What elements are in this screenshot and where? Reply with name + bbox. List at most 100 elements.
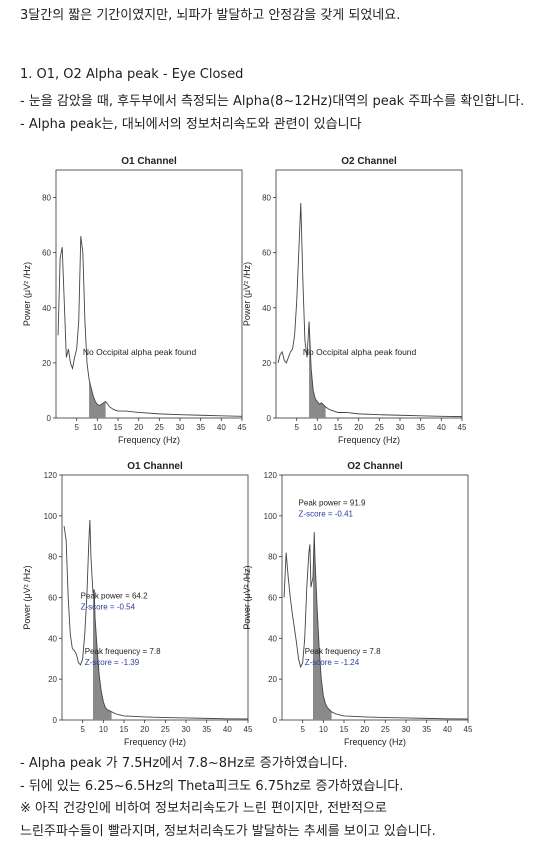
x-tick-label: 15 [340,725,349,734]
x-tick-label: 40 [223,725,232,734]
x-tick-label: 25 [375,423,384,432]
x-axis-label: Frequency (Hz) [124,737,186,747]
x-tick-label: 45 [244,725,253,734]
description-line-2: - Alpha peak는, 대뇌에서의 정보처리속도와 관련이 있습니다 [20,117,362,132]
y-axis-label: Power (μV² /Hz) [22,565,32,629]
x-tick-label: 40 [217,423,226,432]
o2-eyes-closed-before-chart: O2 Channel 5 10 15 20 25 30 35 40 45 0 20 40 60 80 Freq… [240,150,480,450]
o1-eyes-closed-after-chart: O1 Channel 5 10 15 20 25 30 35 40 45 0 20 40 60 80 100 1… [20,455,260,755]
y-tick-label: 40 [262,304,271,313]
x-tick-label: 20 [140,725,149,734]
y-tick-label: 0 [47,414,52,423]
y-tick-label: 20 [262,359,271,368]
peak-power-annotation: Peak power = 64.2 [81,592,148,601]
x-axis-label: Frequency (Hz) [344,737,406,747]
y-axis-label: Power (μV² /Hz) [242,262,252,326]
chart-title: O2 Channel [341,156,397,167]
y-tick-label: 0 [273,716,278,725]
y-tick-label: 0 [267,414,272,423]
x-axis-label: Frequency (Hz) [118,435,180,445]
x-tick-label: 10 [99,725,108,734]
y-tick-label: 0 [53,716,58,725]
alpha-band-shade [309,321,326,418]
x-tick-label: 20 [354,423,363,432]
x-tick-label: 30 [176,423,185,432]
y-tick-label: 80 [262,194,271,203]
x-tick-label: 15 [114,423,123,432]
plot-frame [275,169,463,419]
x-tick-label: 35 [202,725,211,734]
x-tick-label: 25 [381,725,390,734]
y-tick-label: 60 [48,594,57,603]
peak-frequency-annotation: Peak frequency = 7.8 [85,647,161,656]
alpha-band-shade [313,539,332,720]
y-tick-label: 40 [48,634,57,643]
summary-line-1: - Alpha peak 가 7.5Hz에서 7.8~8Hz로 증가하였습니다. [20,756,348,771]
x-tick-label: 45 [458,423,467,432]
chart-title: O2 Channel [347,461,403,472]
y-tick-label: 80 [42,194,51,203]
no-alpha-peak-annotation: No Occipital alpha peak found [83,347,197,357]
y-tick-label: 20 [268,675,277,684]
x-tick-label: 20 [134,423,143,432]
note-line-1: ※ 아직 건강인에 비하여 정보처리속도가 느린 편이지만, 전반적으로 [20,801,387,816]
y-tick-label: 20 [42,359,51,368]
x-tick-label: 5 [74,423,79,432]
note-line-2: 느린주파수들이 빨라지며, 정보처리속도가 발달하는 추세를 보이고 있습니다. [20,824,436,839]
x-tick-label: 15 [120,725,129,734]
chart-title: O1 Channel [121,156,177,167]
x-tick-label: 35 [422,725,431,734]
y-tick-label: 80 [268,553,277,562]
x-tick-label: 40 [443,725,452,734]
description-line-1: - 눈을 감았을 때, 후두부에서 측정되는 Alpha(8~12Hz)대역의 … [20,94,525,109]
x-tick-label: 45 [464,725,473,734]
x-tick-label: 35 [196,423,205,432]
x-tick-label: 25 [155,423,164,432]
power-spectrum-line [63,519,249,720]
power-spectrum-line [277,203,463,418]
no-alpha-peak-annotation: No Occipital alpha peak found [303,347,417,357]
plot-frame [55,169,243,419]
chart-title: O1 Channel [127,461,183,472]
y-tick-label: 100 [44,512,58,521]
power-spectrum-line [283,532,469,720]
peak-frequency-zscore-annotation: Z-score = -1.24 [305,658,360,667]
y-tick-label: 20 [48,675,57,684]
y-tick-label: 120 [44,471,58,480]
y-axis-label: Power (μV² /Hz) [242,565,252,629]
x-tick-label: 30 [402,725,411,734]
x-tick-label: 10 [313,423,322,432]
x-tick-label: 30 [396,423,405,432]
summary-line-2: - 뒤에 있는 6.25~6.5Hz의 Theta피크도 6.75hz로 증가하… [20,779,404,794]
alpha-band-shade [93,590,112,720]
peak-power-zscore-annotation: Z-score = -0.41 [299,510,354,519]
o2-eyes-closed-after-chart: O2 Channel 5 10 15 20 25 30 35 40 45 0 20 40 60 80 100 1… [240,455,480,755]
x-tick-label: 30 [182,725,191,734]
alpha-band-shade [89,379,106,418]
y-tick-label: 60 [42,249,51,258]
x-tick-label: 20 [360,725,369,734]
x-tick-label: 15 [334,423,343,432]
x-tick-label: 25 [161,725,170,734]
x-tick-label: 5 [300,725,305,734]
y-axis-label: Power (μV² /Hz) [22,262,32,326]
y-tick-label: 120 [264,471,278,480]
peak-power-annotation: Peak power = 91.9 [299,499,366,508]
peak-power-zscore-annotation: Z-score = -0.54 [81,603,136,612]
section-title: 1. O1, O2 Alpha peak - Eye Closed [20,67,244,82]
o1-eyes-closed-before-chart: O1 Channel 5 10 15 20 25 30 35 40 45 0 20 40 60 80 Freq… [20,150,260,450]
y-tick-label: 100 [264,512,278,521]
y-tick-label: 40 [268,634,277,643]
x-tick-label: 10 [319,725,328,734]
x-tick-label: 10 [93,423,102,432]
x-tick-label: 5 [294,423,299,432]
x-tick-label: 35 [416,423,425,432]
x-tick-label: 45 [238,423,247,432]
y-tick-label: 40 [42,304,51,313]
power-spectrum-line [57,236,243,417]
y-tick-label: 60 [268,594,277,603]
intro-text: 3달간의 짧은 기간이였지만, 뇌파가 발달하고 안정감을 갖게 되었네요. [20,8,401,23]
peak-frequency-annotation: Peak frequency = 7.8 [305,647,381,656]
x-tick-label: 40 [437,423,446,432]
y-tick-label: 80 [48,553,57,562]
